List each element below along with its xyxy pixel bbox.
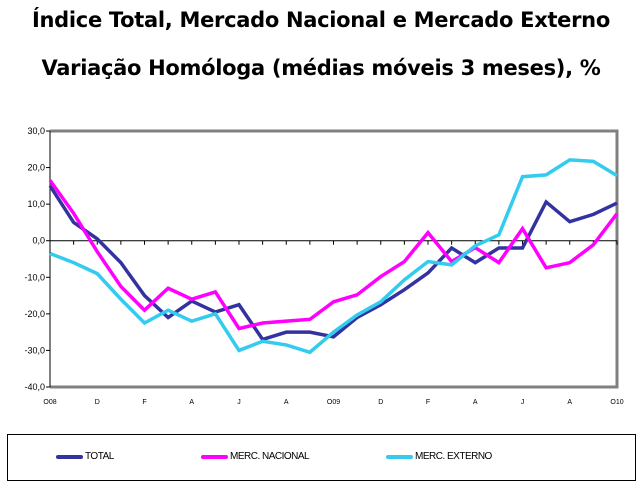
series-line-1 (48, 179, 619, 331)
x-tick-label: A (473, 399, 478, 406)
legend-item-externo: MERC. EXTERNO (386, 451, 492, 462)
y-tick-label: 30,0 (27, 126, 45, 136)
x-tick-label: J (237, 399, 241, 406)
x-tick-label: F (142, 399, 146, 406)
legend-label: MERC. EXTERNO (415, 451, 492, 462)
y-tick-label: -20,0 (24, 309, 45, 319)
legend-item-total: TOTAL (56, 451, 114, 462)
x-tick-label: O08 (43, 399, 56, 406)
legend-label: MERC. NACIONAL (230, 451, 310, 462)
line-chart: 30,0 20,0 10,0 0,0 -10,0 -20,0 -30,0 -40,0 O08 D F… (24, 126, 623, 406)
y-tick-label: 20,0 (27, 163, 45, 173)
legend-label: TOTAL (85, 451, 114, 462)
legend-swatch (201, 454, 228, 459)
legend-swatch (56, 454, 83, 459)
y-tick-label: -30,0 (24, 345, 45, 355)
y-tick-label: 0,0 (32, 236, 45, 246)
x-tick-label: J (521, 399, 525, 406)
series-line-0 (48, 184, 618, 342)
chart-title: Índice Total, Mercado Nacional e Mercado… (32, 8, 610, 32)
chart-subtitle: Variação Homóloga (médias móveis 3 meses… (41, 56, 601, 80)
legend-swatch (386, 454, 413, 459)
x-tick-label: D (95, 399, 100, 406)
x-tick-label: A (284, 399, 289, 406)
legend: TOTAL MERC. NACIONAL MERC. EXTERNO (7, 434, 636, 481)
x-tick-label: D (378, 399, 383, 406)
legend-item-nacional: MERC. NACIONAL (201, 451, 310, 462)
y-tick-label: -40,0 (24, 382, 45, 392)
y-tick-label: 10,0 (27, 199, 45, 209)
x-tick-label: O10 (610, 399, 623, 406)
x-tick-label: A (189, 399, 194, 406)
x-tick-label: F (426, 399, 430, 406)
y-tick-label: -10,0 (24, 272, 45, 282)
series-line-2 (49, 158, 618, 355)
x-tick-label: O09 (327, 399, 340, 406)
plot-border (50, 129, 619, 389)
x-tick-label: A (567, 399, 572, 406)
